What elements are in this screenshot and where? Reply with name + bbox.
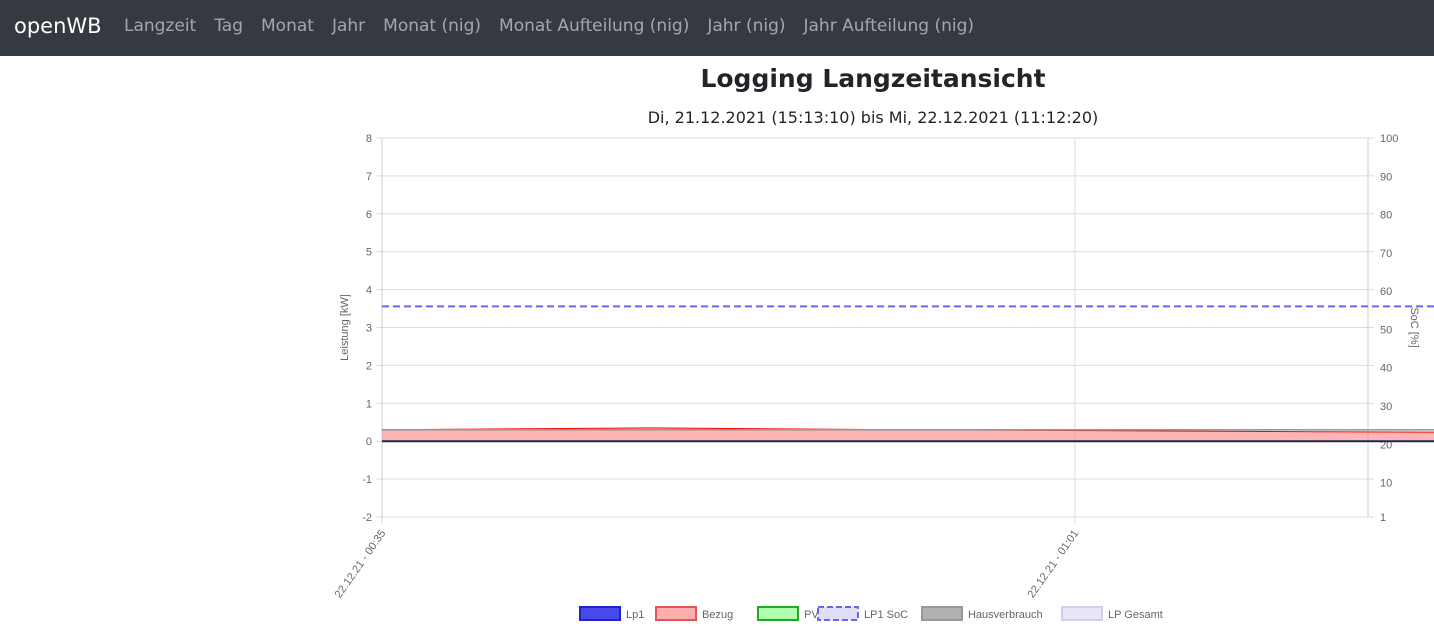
- pv-line: [382, 440, 1434, 442]
- legend-swatch: [757, 606, 799, 621]
- nav-jahr-nig[interactable]: Jahr (nig): [707, 16, 786, 36]
- hausverbrauch-line: [382, 428, 1434, 431]
- y-tick-label: 1: [366, 398, 372, 410]
- y2-tick-label: 50: [1380, 324, 1392, 336]
- legend-label: Lp1: [626, 609, 644, 621]
- chart-legend: Lp1 Bezug PV LP1 SoC Hausverbrauch LP Gesamt: [579, 606, 1163, 621]
- y-tick-label: -1: [362, 474, 372, 486]
- lp1-area: [382, 440, 1434, 442]
- page-title: Logging Langzeitansicht: [700, 64, 1046, 93]
- nav-monat[interactable]: Monat: [261, 16, 314, 36]
- y2-tick-label: 1: [1380, 512, 1386, 524]
- y2-tick-label: 80: [1380, 210, 1392, 222]
- navbar: openWB Langzeit Tag Monat Jahr Monat (ni…: [0, 0, 1434, 56]
- legend-swatch: [579, 606, 621, 621]
- y-tick-label: 3: [366, 323, 372, 335]
- legend-swatch: [921, 606, 963, 621]
- legend-swatch: [817, 606, 859, 621]
- y2-tick-label: 30: [1380, 401, 1392, 413]
- nav-tag[interactable]: Tag: [214, 16, 244, 36]
- nav-links: Langzeit Tag Monat Jahr Monat (nig) Mona…: [124, 15, 974, 37]
- y2-tick-label: 60: [1380, 286, 1392, 298]
- legend-swatch: [1061, 606, 1103, 621]
- y-tick-label: 4: [366, 285, 372, 297]
- nav-monat-nig[interactable]: Monat (nig): [383, 16, 482, 36]
- y-tick-label: 6: [366, 209, 372, 221]
- y2-tick-label: 70: [1380, 248, 1392, 260]
- y2-tick-label: 100: [1380, 133, 1398, 145]
- y2-tick-label: 90: [1380, 171, 1392, 183]
- nav-jahr[interactable]: Jahr: [331, 16, 366, 36]
- y2-tick-label: 20: [1380, 439, 1392, 451]
- y2-axis-title: SoC [%]: [1408, 307, 1420, 347]
- brand-link[interactable]: openWB: [14, 14, 102, 38]
- nav-langzeit[interactable]: Langzeit: [124, 16, 197, 36]
- legend-label: Bezug: [702, 609, 733, 621]
- nav-jahr-aufteilung-nig[interactable]: Jahr Aufteilung (nig): [803, 16, 975, 36]
- y2-tick-label: 10: [1380, 478, 1392, 490]
- legend-label: LP1 SoC: [864, 609, 908, 621]
- y-axis-title: Leistung [kW]: [339, 294, 351, 361]
- nav-monat-aufteilung-nig[interactable]: Monat Aufteilung (nig): [499, 16, 690, 36]
- pv-area: [382, 328, 1434, 442]
- page-subtitle: Di, 21.12.2021 (15:13:10) bis Mi, 22.12.…: [647, 108, 1099, 127]
- y-tick-label: 7: [366, 171, 372, 183]
- legend-swatch: [655, 606, 697, 621]
- y-tick-label: -2: [362, 512, 372, 524]
- y2-tick-label: 40: [1380, 363, 1392, 375]
- y-tick-label: 0: [366, 436, 372, 448]
- x-tick-label: 22.12.21 - 01:01: [1026, 528, 1082, 601]
- y-tick-label: 5: [366, 247, 372, 259]
- legend-label: LP Gesamt: [1108, 609, 1163, 621]
- legend-label: Hausverbrauch: [968, 609, 1043, 621]
- x-tick-label: 22.12.21 - 00:35: [333, 528, 389, 601]
- y-tick-label: 8: [366, 133, 372, 145]
- legend-label: PV: [804, 609, 819, 621]
- y-tick-label: 2: [366, 360, 372, 372]
